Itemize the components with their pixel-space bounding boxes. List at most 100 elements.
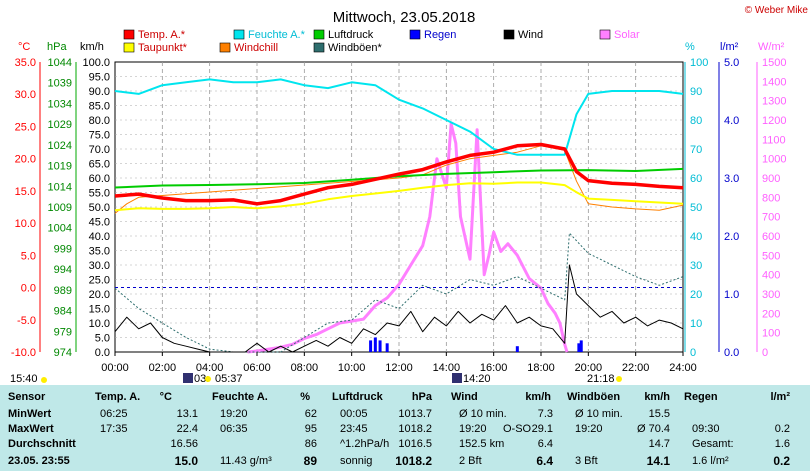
legend-item-label: Temp. A.*	[138, 29, 186, 41]
solar-tick-label: 800	[762, 192, 780, 204]
solar-tick-label: 700	[762, 212, 780, 224]
humidity-row-value: 89	[303, 454, 317, 468]
humidity-row-note: 19:20	[220, 408, 248, 420]
pressure-tick-label: 1034	[48, 98, 72, 110]
x-axis: 00:00 02:00 04:00 06:00 08:00 10:00 12:00 14:00…	[101, 352, 697, 374]
temp-unit: °C	[159, 391, 172, 403]
legend-swatch	[123, 42, 135, 53]
humidity-tick-label: 30	[690, 260, 702, 272]
humidity-tick-label: 50	[690, 202, 702, 214]
wind-tick-label: 75.0	[89, 130, 110, 142]
x-tick-label: 22:00	[622, 362, 650, 374]
series-line	[247, 122, 569, 354]
x-tick-label: 10:00	[338, 362, 366, 374]
pressure-tick-label: 1014	[48, 181, 72, 193]
row-label-current: 23.05. 23:55	[8, 455, 70, 467]
wind-unit-label: km/h	[80, 41, 104, 53]
humidity-tick-label: 100	[690, 57, 708, 69]
solar-tick-label: 1200	[762, 115, 786, 127]
pressure-row-value: 1018.2	[395, 454, 432, 468]
pressure-row-note: 00:05	[340, 408, 368, 420]
gusts-row-value: 14.1	[646, 454, 670, 468]
chart-legend: Temp. A.* Feuchte A.* Luftdruck Regen Wind So…	[123, 29, 640, 54]
temp-tick-label: 5.0	[21, 250, 36, 262]
wind-row-note: Ø 10 min.	[459, 408, 507, 420]
x-tick-label: 08:00	[291, 362, 319, 374]
moon-time-label: 03:	[194, 373, 209, 385]
solar-unit-label: W/m²	[758, 41, 785, 53]
pressure-tick-label: 979	[54, 326, 72, 338]
wind-tick-label: 45.0	[89, 217, 110, 229]
temp-row-note: 06:25	[100, 408, 128, 420]
wind-tick-label: 60.0	[89, 173, 110, 185]
moon-icon	[183, 373, 193, 383]
wind-row-note: 2 Bft	[459, 455, 482, 467]
rain-row-note: Gesamt:	[692, 438, 734, 450]
pressure-tick-label: 1024	[48, 140, 72, 152]
rain-tick-label: 1.0	[724, 289, 739, 301]
row-label-max: MaxWert	[8, 423, 54, 435]
wind-row-note: 19:20	[459, 423, 487, 435]
rain-row-value: 0.2	[773, 454, 790, 468]
rain-unit-label: l/m²	[720, 41, 739, 53]
rain-bar	[577, 343, 581, 352]
temp-tick-label: 30.0	[15, 89, 36, 101]
wind-row-direction: O-SO	[503, 423, 532, 435]
humidity-tick-label: 10	[690, 318, 702, 330]
pressure-row-note: 23:45	[340, 423, 368, 435]
pressure-tick-label: 974	[54, 347, 72, 359]
wind-row-value: 6.4	[536, 454, 553, 468]
legend-swatch	[233, 29, 245, 40]
temp-tick-label: 25.0	[15, 121, 36, 133]
sunset-label: 21:18	[587, 373, 615, 385]
humidity-row-note: 11.43 g/m³	[220, 455, 272, 467]
rain-bar	[378, 340, 382, 352]
x-tick-label: 16:00	[480, 362, 508, 374]
row-label-min: MinWert	[8, 408, 52, 420]
rain-row-note: 09:30	[692, 423, 720, 435]
wind-tick-label: 30.0	[89, 260, 110, 272]
humidity-tick-label: 80	[690, 115, 702, 127]
x-tick-label: 04:00	[196, 362, 224, 374]
solar-tick-label: 1500	[762, 57, 786, 69]
temp-row-value: 22.4	[176, 423, 198, 435]
noon-icon	[452, 373, 462, 383]
rain-row-value: 0.2	[774, 423, 790, 435]
temp-unit-label: °C	[18, 41, 30, 53]
temp-row-value: 16.56	[170, 438, 198, 450]
humidity-tick-label: 0	[690, 347, 696, 359]
x-tick-label: 06:00	[243, 362, 271, 374]
rain-bar	[515, 346, 519, 352]
rain-bar	[385, 343, 389, 352]
pressure-tick-label: 1019	[48, 161, 72, 173]
rain-bar	[579, 340, 583, 352]
axis-labels: °C hPa km/h% l/m² W/m² 35.0 30.0 25.0 20.0 15.0 10…	[11, 41, 787, 359]
noon-label: 14:20	[463, 373, 491, 385]
legend-item-label: Regen	[424, 29, 456, 41]
wind-tick-label: 0.0	[95, 347, 110, 359]
wind-tick-label: 85.0	[89, 101, 110, 113]
legend-item-label: Feuchte A.*	[248, 29, 306, 41]
pressure-tick-label: 1004	[48, 223, 72, 235]
gusts-row-note: Ø 10 min.	[575, 408, 623, 420]
wind-row-value: 29.1	[531, 423, 553, 435]
temp-tick-label: 0.0	[21, 283, 36, 295]
humidity-row-note: 06:35	[220, 423, 248, 435]
solar-tick-label: 1400	[762, 76, 786, 88]
wind-unit: km/h	[525, 391, 551, 403]
series-line	[114, 232, 684, 353]
statistics-panel: Sensor MinWert MaxWert Durchschnitt 23.0…	[0, 385, 810, 471]
humidity-tick-label: 90	[690, 86, 702, 98]
gusts-header: Windböen	[567, 391, 621, 403]
wind-header: Wind	[451, 391, 478, 403]
temp-tick-label: 15.0	[15, 186, 36, 198]
series-line	[114, 264, 684, 353]
rain-bar	[369, 340, 373, 352]
humidity-tick-label: 40	[690, 231, 702, 243]
rain-tick-label: 4.0	[724, 115, 739, 127]
temp-tick-label: 20.0	[15, 154, 36, 166]
pressure-tick-label: 1009	[48, 202, 72, 214]
rain-row-value: 1.6	[774, 438, 790, 450]
pressure-unit-label: hPa	[47, 41, 67, 53]
rain-header: Regen	[684, 391, 718, 403]
